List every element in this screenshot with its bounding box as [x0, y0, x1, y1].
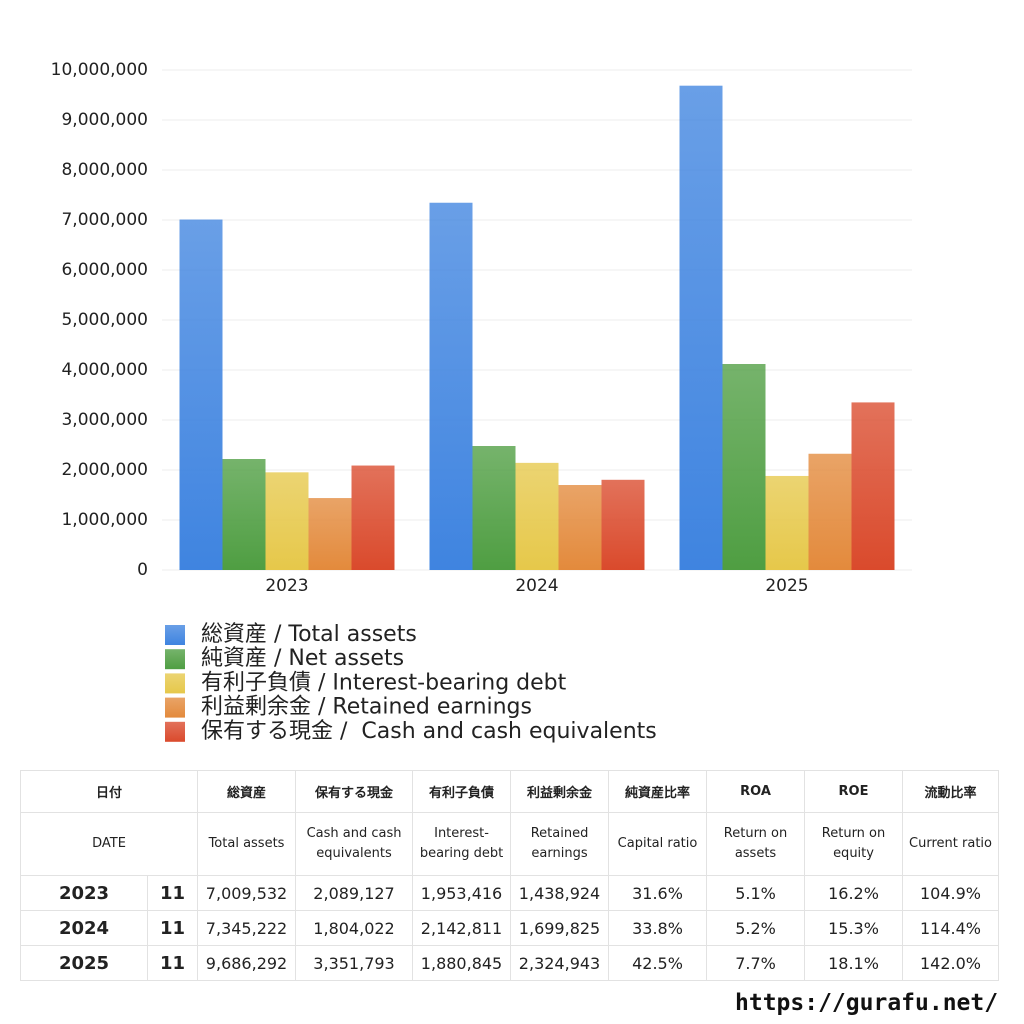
bar — [679, 85, 723, 571]
legend-swatch — [165, 673, 185, 694]
table-cell: Interest-bearing debt — [412, 812, 512, 876]
table-cell: Current ratio — [902, 812, 1000, 876]
bar — [851, 402, 895, 570]
table-cell: 1,953,416 — [412, 875, 512, 911]
table-cell: 1,804,022 — [295, 910, 414, 946]
table-cell: ROE — [804, 770, 904, 813]
table-cell: 純資産比率 — [608, 770, 708, 813]
table-cell: 42.5% — [608, 945, 708, 981]
y-tick-label: 9,000,000 — [61, 110, 148, 130]
legend-label: 総資産 / Total assets — [201, 622, 417, 647]
table-cell: 16.2% — [804, 875, 904, 911]
bar — [222, 459, 266, 570]
table-cell: Cash and cash equivalents — [295, 812, 414, 876]
legend-swatch — [165, 649, 185, 670]
table-cell: 15.3% — [804, 910, 904, 946]
bar — [179, 219, 223, 570]
y-tick-label: 8,000,000 — [61, 160, 148, 180]
table-cell: 5.1% — [706, 875, 806, 911]
table-cell: 31.6% — [608, 875, 708, 911]
table-cell: 2023 — [20, 875, 148, 911]
table-row: 2023 11 7,009,532 2,089,127 1,953,416 1,438,9… — [20, 875, 1000, 911]
table-cell: Capital ratio — [608, 812, 708, 876]
legend-label: 利益剰余金 / Retained earnings — [201, 695, 532, 720]
bar — [765, 475, 809, 570]
table-cell: 11 — [146, 875, 199, 911]
bar — [351, 465, 395, 570]
x-tick-label: 2024 — [515, 576, 558, 596]
table-cell: 保有する現金 — [295, 770, 414, 813]
y-tick-label: 0 — [137, 560, 148, 580]
table-cell: Retained earnings — [510, 812, 610, 876]
legend-swatch — [165, 697, 185, 718]
table-row: DATE Total assets Cash and cash equivalent… — [19, 812, 1000, 876]
bar — [265, 472, 309, 570]
table-cell: Return on equity — [804, 812, 904, 876]
chart: 0 1,000,000 2,000,000 3,000,000 4,000,000 5,0… — [51, 60, 912, 744]
table-cell: 1,699,825 — [510, 910, 610, 946]
bar — [601, 479, 645, 570]
bar — [308, 498, 352, 570]
legend-label: 純資産 / Net assets — [201, 646, 404, 671]
y-tick-label: 6,000,000 — [61, 260, 148, 280]
table-cell: 利益剰余金 — [510, 770, 610, 813]
table-cell: Return on assets — [706, 812, 806, 876]
legend-swatch — [165, 625, 185, 645]
table-cell: 7.7% — [706, 945, 806, 981]
y-tick-label: 5,000,000 — [61, 310, 148, 330]
table-cell: 2,142,811 — [412, 910, 512, 946]
bar — [429, 202, 473, 571]
table-cell: 流動比率 — [902, 770, 1000, 813]
x-tick-label: 2025 — [765, 576, 808, 596]
table-cell: 1,438,924 — [510, 875, 610, 911]
table-cell: 5.2% — [706, 910, 806, 946]
table-cell: DATE — [19, 812, 199, 876]
y-tick-label: 1,000,000 — [61, 510, 148, 530]
table-cell: Total assets — [197, 812, 297, 876]
table-cell: 104.9% — [902, 875, 1000, 911]
bar — [808, 453, 852, 570]
table-cell: 日付 — [19, 770, 199, 813]
y-tick-label: 2,000,000 — [61, 460, 148, 480]
bar — [515, 462, 559, 570]
legend-label: 有利子負債 / Interest-bearing debt — [201, 670, 567, 695]
table-cell: ROA — [706, 770, 806, 813]
bar — [722, 364, 766, 570]
table-cell: 2,089,127 — [295, 875, 414, 911]
table-cell: 1,880,845 — [412, 945, 512, 981]
y-tick-label: 3,000,000 — [61, 410, 148, 430]
table-row: 2024 11 7,345,222 1,804,022 2,142,811 1,699,8… — [20, 910, 1000, 946]
table-row: 日付 総資産 保有する現金 有利子負債 利益剰余金 純資産比率 ROA ROE 流動比率 — [19, 770, 1000, 813]
table-cell: 142.0% — [902, 945, 1000, 981]
y-tick-label: 10,000,000 — [51, 60, 148, 80]
legend-label: 保有する現金 / Cash and cash equivalents — [201, 719, 657, 744]
legend-swatch — [165, 721, 185, 742]
table-cell: 2024 — [20, 910, 148, 946]
table-cell: 2,324,943 — [510, 945, 610, 981]
table-cell: 2025 — [20, 945, 148, 981]
table-cell: 9,686,292 — [197, 945, 297, 981]
table-row: 2025 11 9,686,292 3,351,793 1,880,845 2,324,9… — [20, 945, 1000, 981]
bar — [558, 485, 602, 570]
y-tick-label: 7,000,000 — [61, 210, 148, 230]
table-cell: 7,345,222 — [197, 910, 297, 946]
x-tick-label: 2023 — [265, 576, 308, 596]
table-cell: 114.4% — [902, 910, 1000, 946]
table-cell: 18.1% — [804, 945, 904, 981]
footer-url: https://gurafu.net/ — [735, 990, 999, 1016]
table-cell: 33.8% — [608, 910, 708, 946]
y-tick-label: 4,000,000 — [61, 360, 148, 380]
table-cell: 総資産 — [197, 770, 297, 813]
table-cell: 7,009,532 — [197, 875, 297, 911]
table-cell: 11 — [146, 945, 199, 981]
bar — [472, 446, 516, 570]
table-cell: 有利子負債 — [412, 770, 512, 813]
data-table: 日付 総資産 保有する現金 有利子負債 利益剰余金 純資産比率 ROA ROE 流動比率 DATE… — [19, 770, 1000, 981]
table-cell: 3,351,793 — [295, 945, 414, 981]
table-cell: 11 — [146, 910, 199, 946]
